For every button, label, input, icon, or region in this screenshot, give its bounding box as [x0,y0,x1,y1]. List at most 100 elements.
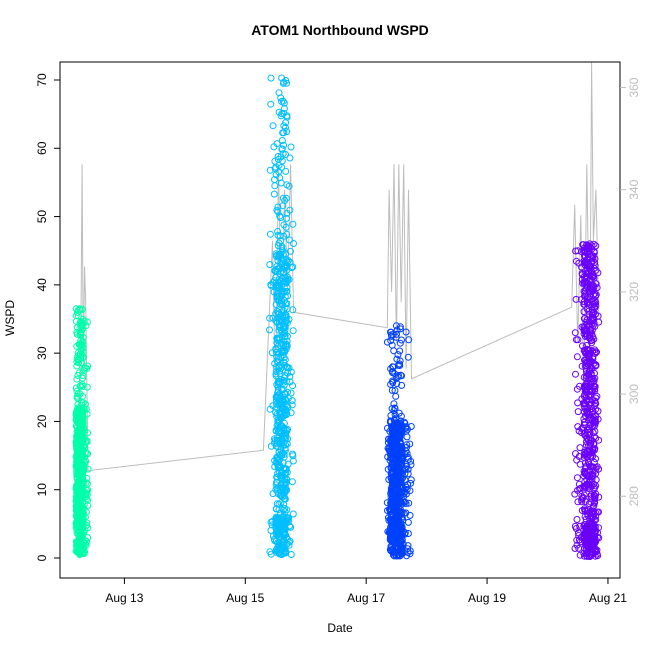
data-point [591,466,599,474]
data-point [280,122,288,130]
data-point [275,161,283,169]
data-point [585,294,593,302]
data-point [289,382,297,390]
y-tick-label: 10 [35,483,49,497]
data-point [582,540,590,548]
data-point [281,312,289,320]
data-point [73,375,81,383]
data-point [590,248,598,255]
data-point [582,269,590,277]
data-point [275,367,283,375]
data-point [287,143,295,151]
data-point [586,346,594,354]
data-point [278,145,286,153]
data-point [276,174,284,182]
data-point [392,392,400,400]
data-point [404,542,412,550]
data-point [592,512,600,520]
data-point [281,330,289,338]
data-point [267,442,275,450]
data-point [571,490,579,498]
data-point [590,316,598,324]
data-point [391,446,399,454]
data-point [594,269,602,277]
data-point [78,422,86,430]
data-point [387,490,395,498]
data-point [78,491,86,499]
data-point [581,289,589,297]
data-point [383,499,391,507]
data-point [590,441,598,448]
data-point [75,491,83,499]
data-point [280,99,288,107]
data-point [592,455,599,463]
data-point [397,450,405,458]
data-point [269,314,277,322]
data-point [287,368,295,376]
data-point [77,468,85,476]
data-point [581,484,589,492]
data-point [79,372,87,379]
data-point [383,338,391,346]
data-point [266,230,274,238]
data-point [391,370,399,378]
data-point [275,350,283,357]
data-point-min [392,552,400,560]
secondary-series-layer [75,61,600,507]
data-point [587,508,595,516]
data-point [574,247,582,255]
data-point [394,351,402,359]
data-point [266,166,274,174]
data-point [280,288,288,296]
y2-tick-label: 340 [627,179,641,199]
data-point [573,516,581,523]
data-point [388,480,396,487]
data-point [83,519,91,527]
data-point [591,420,599,428]
chart-title: ATOM1 Northbound WSPD [251,22,429,38]
data-point [582,248,589,255]
data-point [278,137,286,144]
data-point [274,544,282,551]
data-point [273,400,281,408]
data-point [406,511,414,519]
data-point [283,112,291,120]
data-point [592,545,599,553]
data-point [269,122,277,130]
data-point [583,522,591,530]
data-point [397,412,405,420]
data-point [74,483,82,491]
data-point [582,362,590,370]
data-point [590,335,598,343]
data-point [587,491,595,499]
data-point [73,458,81,466]
data-point [276,277,284,285]
data-point [274,546,282,554]
data-point [280,268,288,276]
data-point [283,128,291,136]
data-point [271,157,279,165]
data-point [587,519,595,527]
x-axis-title: Date [327,621,353,635]
data-point [394,535,402,543]
data-point [274,531,282,539]
data-point [578,498,586,506]
data-point-max [278,74,286,82]
data-point [273,513,281,521]
data-point [274,437,281,445]
data-point [282,441,290,449]
data-point-max [392,322,400,330]
data-point [407,457,415,465]
data-point [398,336,405,344]
data-point [74,479,82,487]
data-point [272,426,280,434]
series-1 [266,74,297,559]
data-point [584,358,592,366]
data-point [273,263,281,270]
data-point [72,506,80,514]
data-point [275,108,283,116]
data-point [587,399,595,407]
data-point [75,437,83,445]
data-point [273,251,281,259]
data-point [76,390,84,398]
